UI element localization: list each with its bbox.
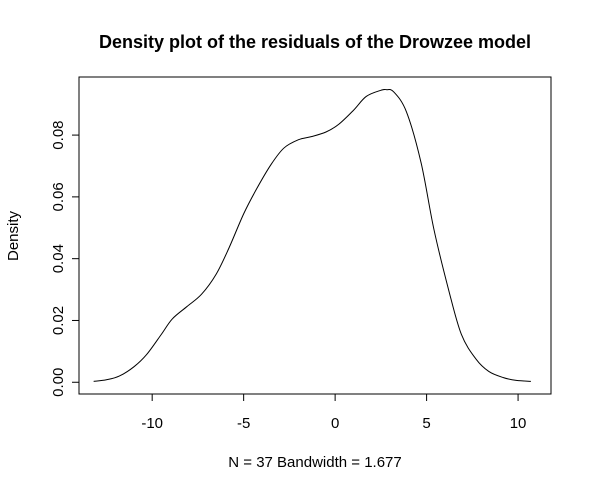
plot-frame: [79, 77, 551, 394]
density-line: [94, 89, 531, 381]
y-tick-label: 0.08: [50, 120, 67, 149]
y-tick-label: 0.00: [50, 368, 67, 397]
x-axis: -10 -5 0 5 10: [141, 394, 526, 432]
y-tick-label: 0.06: [50, 182, 67, 211]
y-tick-label: 0.02: [50, 306, 67, 335]
x-tick-label: 10: [510, 415, 527, 432]
x-tick-label: 5: [422, 415, 430, 432]
x-axis-label: N = 37 Bandwidth = 1.677: [228, 454, 401, 471]
x-tick-label: -10: [141, 415, 163, 432]
chart-title: Density plot of the residuals of the Dro…: [99, 32, 531, 52]
x-tick-label: 0: [331, 415, 339, 432]
y-axis-label: Density: [5, 210, 22, 261]
y-axis: 0.00 0.02 0.04 0.06 0.08: [50, 120, 79, 396]
x-tick-label: -5: [237, 415, 250, 432]
y-tick-label: 0.04: [50, 244, 67, 273]
